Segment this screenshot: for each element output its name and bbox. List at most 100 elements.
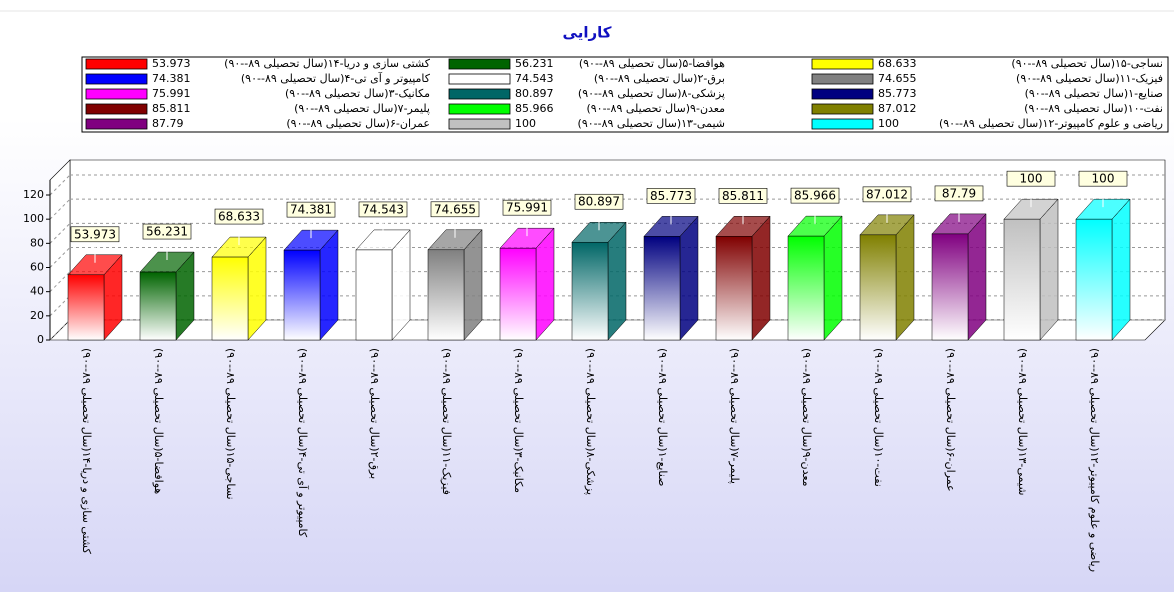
value-label: 74.381 bbox=[290, 203, 332, 217]
legend-label: برق-۲(سال تحصیلی ۸۹--۹۰) bbox=[594, 72, 725, 85]
bar-side bbox=[895, 214, 915, 341]
legend-value: 74.381 bbox=[152, 72, 191, 85]
legend-label: پزشکی-۸(سال تحصیلی ۸۹--۹۰) bbox=[578, 87, 725, 100]
legend-label: نساجی-۱۵(سال تحصیلی ۸۹--۹۰) bbox=[1011, 57, 1163, 70]
legend-label: مکانیک-۳(سال تحصیلی ۸۹--۹۰) bbox=[285, 87, 430, 100]
bar bbox=[859, 234, 897, 341]
grid-line bbox=[49, 247, 71, 268]
value-label: 100 bbox=[1092, 172, 1115, 186]
bar bbox=[67, 274, 105, 341]
value-label: 85.773 bbox=[650, 189, 692, 203]
value-label: 85.811 bbox=[722, 189, 764, 203]
y-tick-label: 80 bbox=[30, 236, 44, 249]
x-tick-label: برق-۲(سال تحصیلی ۸۹--۹۰) bbox=[368, 348, 381, 479]
bar-side bbox=[1111, 198, 1131, 341]
legend-swatch bbox=[811, 118, 874, 130]
grid-line bbox=[49, 198, 71, 220]
legend-swatch bbox=[85, 88, 148, 100]
bar bbox=[1003, 218, 1041, 341]
bar-side bbox=[679, 215, 699, 341]
bar-side bbox=[607, 221, 627, 341]
value-label-box bbox=[574, 193, 624, 210]
legend bbox=[81, 56, 1169, 133]
x-tick-label: مکانیک-۳(سال تحصیلی ۸۹--۹۰) bbox=[512, 348, 525, 493]
bar bbox=[499, 247, 537, 341]
legend-swatch bbox=[448, 73, 511, 85]
x-tick-label: نساجی-۱۵(سال تحصیلی ۸۹--۹۰) bbox=[224, 348, 237, 500]
legend-swatch bbox=[85, 118, 148, 130]
legend-value: 100 bbox=[878, 117, 899, 130]
legend-swatch bbox=[811, 103, 874, 115]
bar bbox=[931, 233, 969, 341]
value-label: 87.79 bbox=[942, 186, 976, 200]
legend-swatch bbox=[811, 88, 874, 100]
bar bbox=[1075, 218, 1113, 341]
legend-label: پلیمر-۷(سال تحصیلی ۸۹--۹۰) bbox=[294, 102, 430, 115]
grid-line bbox=[49, 271, 71, 293]
grid-line bbox=[49, 319, 71, 341]
grid-line bbox=[49, 174, 71, 196]
legend-value: 56.231 bbox=[515, 57, 554, 70]
legend-value: 74.655 bbox=[878, 72, 917, 85]
value-label: 87.012 bbox=[866, 187, 908, 201]
x-tick-label: هوافضا-۵(سال تحصیلی ۸۹--۹۰) bbox=[152, 348, 165, 494]
grid-line bbox=[49, 295, 71, 317]
bar bbox=[571, 241, 609, 341]
x-tick-label: کامپیوتر و آی تی-۴(سال تحصیلی ۸۹--۹۰) bbox=[296, 348, 310, 538]
value-label: 74.655 bbox=[434, 202, 476, 216]
legend-swatch bbox=[811, 73, 874, 85]
legend-value: 80.897 bbox=[515, 87, 554, 100]
y-tick-label: 20 bbox=[30, 309, 44, 322]
x-tick-label: نفت-۱۰(سال تحصیلی ۸۹--۹۰) bbox=[872, 348, 885, 487]
legend-label: معدن-۹(سال تحصیلی ۸۹--۹۰) bbox=[586, 102, 725, 115]
value-label: 74.543 bbox=[362, 202, 404, 216]
y-tick-label: 0 bbox=[37, 333, 44, 346]
legend-value: 53.973 bbox=[152, 57, 191, 70]
bar-side bbox=[751, 215, 771, 341]
bar bbox=[283, 249, 321, 341]
bar bbox=[139, 271, 177, 341]
value-label: 100 bbox=[1020, 172, 1043, 186]
bar bbox=[211, 256, 249, 341]
x-tick-label: عمران-۶(سال تحصیلی ۸۹--۹۰) bbox=[944, 348, 957, 492]
legend-label: عمران-۶(سال تحصیلی ۸۹--۹۰) bbox=[286, 117, 430, 130]
legend-swatch bbox=[448, 88, 511, 100]
legend-swatch bbox=[85, 73, 148, 85]
y-tick-label: 120 bbox=[23, 188, 44, 201]
legend-label: کشتی سازی و دریا-۱۴(سال تحصیلی ۸۹--۹۰) bbox=[224, 57, 431, 70]
x-tick-label: پلیمر-۷(سال تحصیلی ۸۹--۹۰) bbox=[728, 348, 741, 484]
legend-label: ریاضی و علوم کامپیوتر-۱۲(سال تحصیلی ۸۹--… bbox=[939, 117, 1163, 130]
value-label-box bbox=[214, 208, 264, 225]
value-label-box bbox=[718, 188, 768, 204]
x-tick-label: شیمی-۱۳(سال تحصیلی ۸۹--۹۰) bbox=[1016, 348, 1029, 495]
legend-label: فیزیک-۱۱(سال تحصیلی ۸۹--۹۰) bbox=[1016, 72, 1163, 85]
value-label-box bbox=[358, 201, 408, 218]
value-label: 80.897 bbox=[578, 195, 620, 209]
grid-line bbox=[49, 222, 71, 244]
legend-value: 85.966 bbox=[515, 102, 554, 115]
bar bbox=[787, 235, 825, 341]
x-tick-label: پزشکی-۸(سال تحصیلی ۸۹--۹۰) bbox=[584, 348, 597, 495]
value-label-box bbox=[646, 188, 696, 204]
value-label-box bbox=[790, 187, 840, 204]
legend-label: هوافضا-۵(سال تحصیلی ۸۹--۹۰) bbox=[579, 57, 725, 70]
bar bbox=[355, 249, 393, 341]
x-tick-label: صنایع-۱(سال تحصیلی ۸۹--۹۰) bbox=[656, 348, 669, 486]
legend-value: 75.991 bbox=[152, 87, 191, 100]
x-tick-label: کشتی سازی و دریا-۱۴(سال تحصیلی ۸۹--۹۰) bbox=[80, 348, 93, 555]
legend-value: 85.811 bbox=[152, 102, 191, 115]
bar bbox=[643, 236, 681, 341]
legend-swatch bbox=[85, 103, 148, 115]
bar-side bbox=[1039, 198, 1059, 341]
legend-swatch bbox=[811, 58, 874, 70]
legend-label: کامپیوتر و آی تی-۴(سال تحصیلی ۸۹--۹۰) bbox=[241, 71, 431, 85]
bar bbox=[715, 236, 753, 341]
bar bbox=[427, 249, 465, 341]
legend-swatch bbox=[448, 58, 511, 70]
legend-value: 87.79 bbox=[152, 117, 184, 130]
legend-value: 74.543 bbox=[515, 72, 554, 85]
bar-side bbox=[823, 215, 843, 341]
x-tick-label: فیزیک-۱۱(سال تحصیلی ۸۹--۹۰) bbox=[440, 348, 453, 495]
y-tick-label: 40 bbox=[30, 285, 44, 298]
value-label-box bbox=[142, 223, 192, 240]
